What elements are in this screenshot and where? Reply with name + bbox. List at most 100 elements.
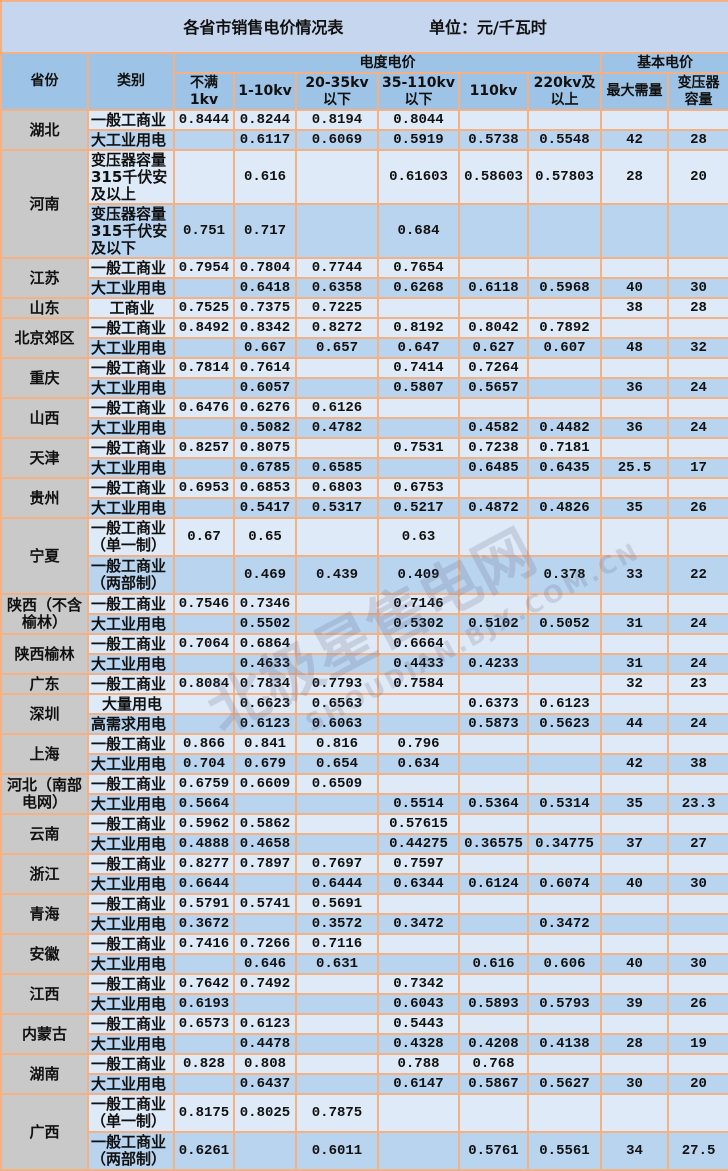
price-cell: 48 (600, 337, 669, 359)
category-cell: 高需求用电 (87, 713, 175, 735)
price-cell: 39 (600, 993, 669, 1015)
price-cell (527, 357, 602, 379)
price-cell (173, 613, 235, 635)
price-cell: 0.4233 (458, 653, 529, 675)
price-cell (527, 633, 602, 655)
price-cell: 26 (666, 993, 728, 1015)
price-cell: 0.8025 (233, 1093, 297, 1133)
price-cell: 0.751 (173, 203, 235, 259)
price-cell: 0.808 (233, 1053, 297, 1075)
price-cell: 0.5443 (377, 1013, 460, 1035)
price-cell (527, 257, 602, 279)
table-row: 内蒙古 一般工商业 0.6573 0.6123 0.5443 (0, 1013, 728, 1055)
price-cell: 0.8272 (295, 317, 379, 339)
price-cell: 0.6444 (295, 873, 379, 895)
price-cell (295, 437, 379, 459)
price-cell: 0.7346 (233, 593, 297, 615)
price-cell: 0.6123 (527, 693, 602, 715)
price-cell: 0.606 (527, 953, 602, 975)
unit-label: 单位：元/千瓦时 (428, 17, 547, 37)
price-cell (295, 357, 379, 379)
price-cell: 28 (666, 129, 728, 151)
price-cell (295, 149, 379, 205)
price-cell: 0.841 (233, 733, 297, 755)
price-cell: 0.5664 (173, 793, 235, 815)
table-row: 河北（南部 电网） 一般工商业 0.6759 0.6609 0.6509 (0, 773, 728, 815)
price-cell (666, 1053, 728, 1075)
price-cell: 0.3672 (173, 913, 235, 935)
table-row: 大工业用电 0.6418 0.6358 0.6268 0.6118 0.5968 40 30 (1, 277, 728, 299)
price-cell (295, 203, 379, 259)
price-cell: 31 (600, 653, 669, 675)
price-cell (377, 773, 460, 795)
price-cell: 0.6418 (233, 277, 297, 299)
table-row: 大工业用电 0.6785 0.6585 0.6485 0.6435 25.5 17 (1, 457, 728, 479)
price-cell: 0.6118 (458, 277, 529, 299)
price-cell (458, 913, 529, 935)
price-cell: 0.6563 (295, 693, 379, 715)
price-cell (600, 397, 669, 419)
price-cell (233, 873, 297, 895)
price-cell: 0.7414 (377, 357, 460, 379)
price-cell: 0.5102 (458, 613, 529, 635)
price-cell (458, 397, 529, 419)
header-basic-col: 变压器 容量 (666, 72, 728, 111)
price-cell: 0.3472 (527, 913, 602, 935)
table-row: 山西 一般工商业 0.6476 0.6276 0.6126 (0, 397, 728, 439)
price-cell (295, 833, 379, 855)
table-row: 大工业用电 0.6117 0.6069 0.5919 0.5738 0.5548 42 28 (1, 129, 728, 151)
price-cell: 42 (600, 753, 669, 775)
price-cell: 0.7225 (295, 297, 379, 319)
price-cell: 0.6803 (295, 477, 379, 499)
price-cell: 34 (600, 1131, 669, 1171)
table-row: 江苏 一般工商业 0.7954 0.7804 0.7744 0.7654 (0, 257, 728, 299)
table-row: 河南 变压器容量 315千伏安 及以上 0.616 0.61603 0.58603 0.5… (0, 149, 728, 259)
price-cell: 0.6276 (233, 397, 297, 419)
price-cell: 0.8194 (295, 109, 379, 131)
price-cell: 0.6043 (377, 993, 460, 1015)
price-cell: 0.7804 (233, 257, 297, 279)
category-cell: 一般工商业 (87, 397, 175, 419)
price-cell: 0.796 (377, 733, 460, 755)
price-cell: 0.57803 (527, 149, 602, 205)
price-cell: 0.627 (458, 337, 529, 359)
category-cell: 大量用电 (87, 693, 175, 715)
price-cell: 0.7064 (173, 633, 235, 655)
price-cell (458, 477, 529, 499)
price-cell: 0.6623 (233, 693, 297, 715)
price-cell: 0.6344 (377, 873, 460, 895)
price-cell (666, 109, 728, 131)
price-cell (233, 913, 297, 935)
price-cell (600, 317, 669, 339)
price-cell: 0.657 (295, 337, 379, 359)
price-cell: 40 (600, 873, 669, 895)
price-cell: 0.7954 (173, 257, 235, 279)
price-cell: 0.5364 (458, 793, 529, 815)
price-cell: 0.634 (377, 753, 460, 775)
price-cell: 0.6268 (377, 277, 460, 299)
category-cell: 变压器容量 315千伏安 及以下 (87, 203, 175, 259)
price-cell (666, 257, 728, 279)
price-cell: 0.616 (458, 953, 529, 975)
price-cell (458, 673, 529, 695)
price-cell: 0.5738 (458, 129, 529, 151)
price-cell (666, 933, 728, 955)
price-cell (295, 793, 379, 815)
price-cell: 0.5302 (377, 613, 460, 635)
table-row: 深圳 大量用电 0.6623 0.6563 0.6373 0.6123 (0, 693, 728, 735)
price-cell (458, 733, 529, 755)
price-cell: 30 (666, 953, 728, 975)
price-cell (527, 893, 602, 915)
price-cell: 24 (666, 653, 728, 675)
price-cell (173, 497, 235, 519)
price-cell: 0.7614 (233, 357, 297, 379)
price-cell: 0.6373 (458, 693, 529, 715)
header-energy-price: 电度电价 (173, 52, 602, 74)
price-cell (295, 1073, 379, 1095)
price-cell: 0.439 (295, 555, 379, 595)
price-cell: 0.6753 (377, 477, 460, 499)
price-cell (666, 593, 728, 615)
table-row: 大工业用电 0.646 0.631 0.616 0.606 40 30 (1, 953, 728, 975)
price-cell: 0.7416 (173, 933, 235, 955)
price-cell: 0.5968 (527, 277, 602, 299)
